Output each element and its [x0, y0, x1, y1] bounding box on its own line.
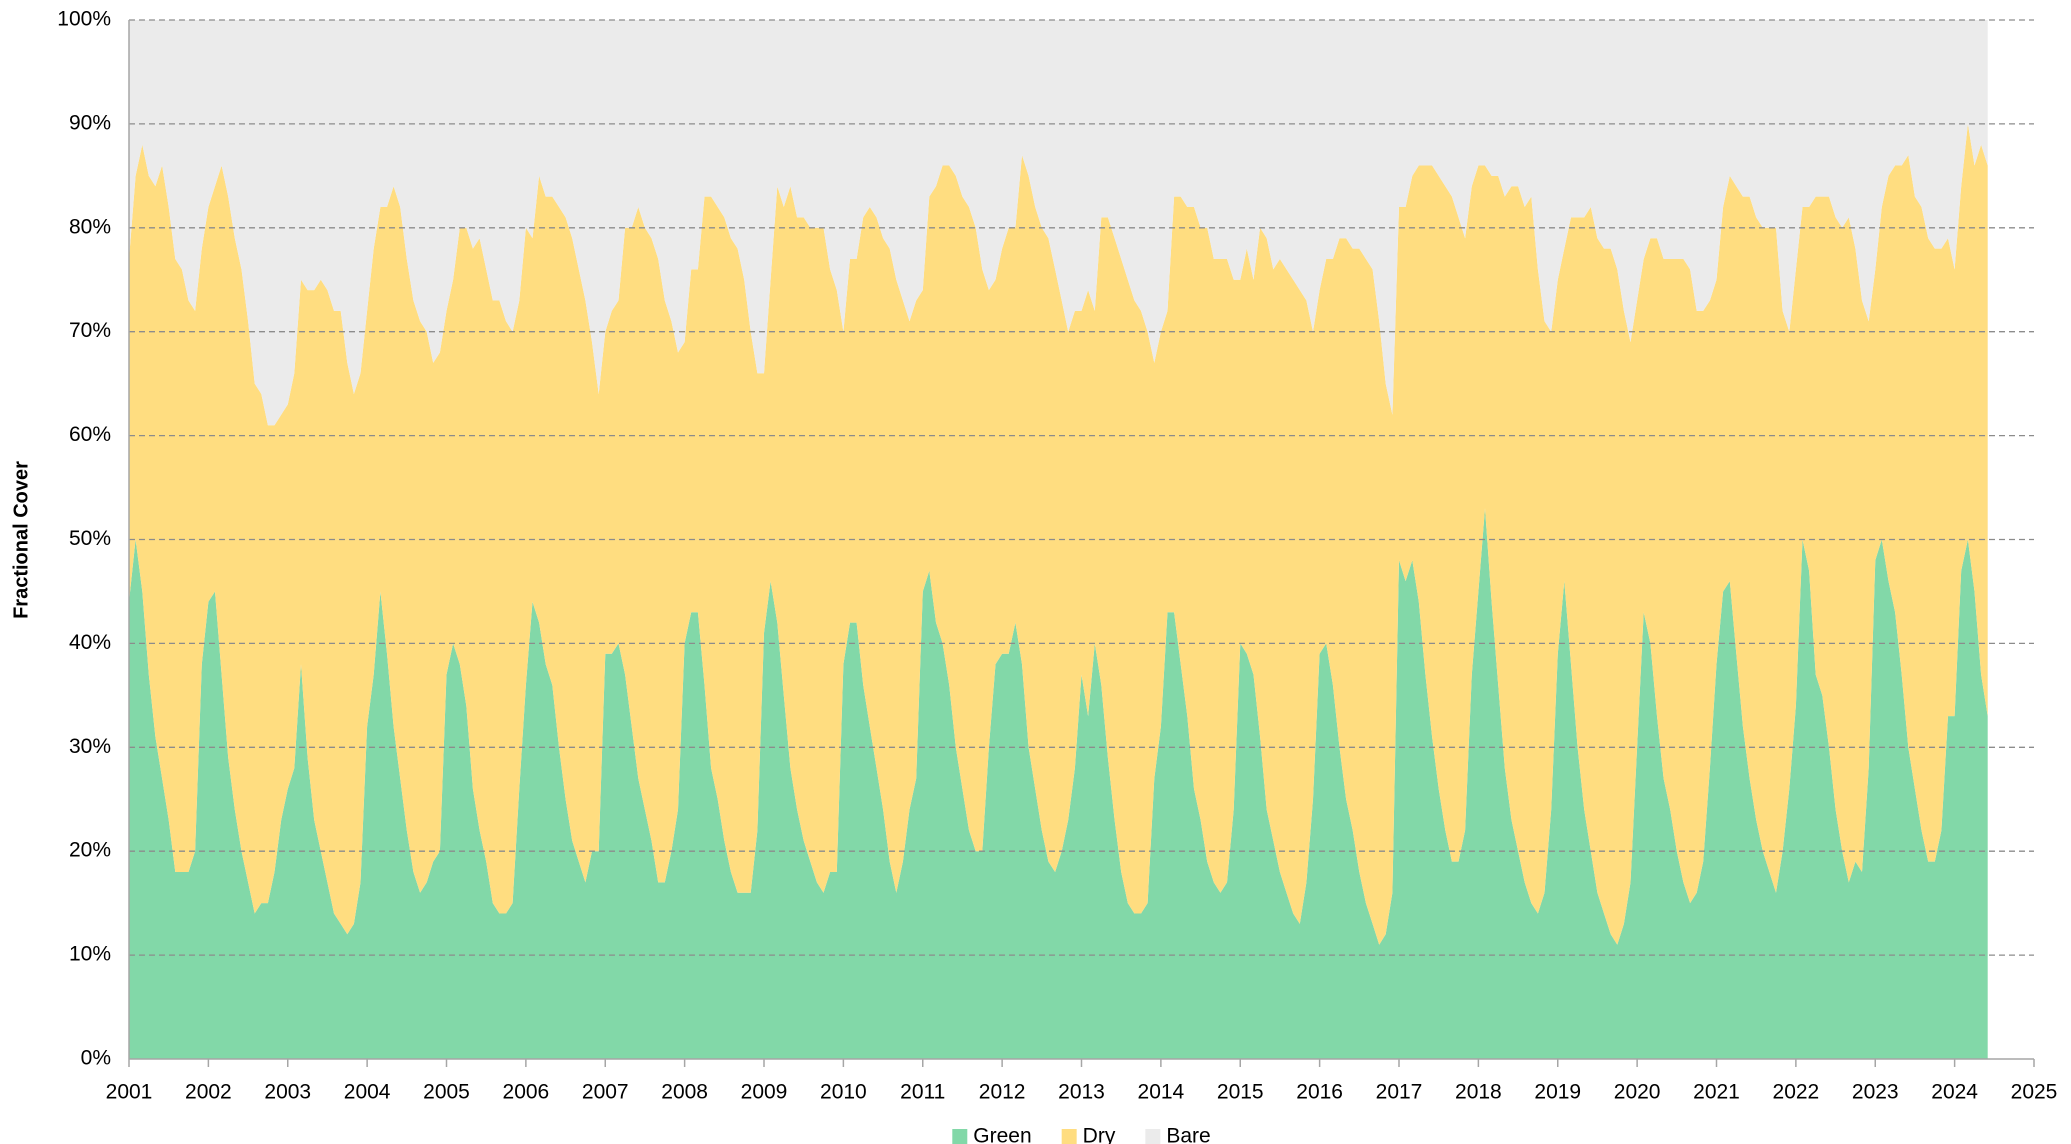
x-tick-label: 2015 — [1217, 1081, 1264, 1104]
y-tick-label: 10% — [69, 943, 111, 966]
x-tick-label: 2014 — [1138, 1081, 1185, 1104]
x-tick-label: 2021 — [1693, 1081, 1740, 1104]
legend-label: Green — [973, 1125, 1031, 1144]
x-tick-label: 2023 — [1852, 1081, 1899, 1104]
x-tick-label: 2005 — [423, 1081, 470, 1104]
y-tick-label: 20% — [69, 839, 111, 862]
y-tick-label: 90% — [69, 111, 111, 134]
x-tick-label: 2013 — [1058, 1081, 1105, 1104]
x-tick-label: 2009 — [741, 1081, 788, 1104]
y-tick-label: 30% — [69, 735, 111, 758]
y-tick-label: 70% — [69, 319, 111, 342]
x-tick-label: 2007 — [582, 1081, 629, 1104]
y-tick-label: 60% — [69, 423, 111, 446]
x-tick-label: 2004 — [344, 1081, 391, 1104]
x-tick-label: 2017 — [1376, 1081, 1423, 1104]
x-tick-label: 2008 — [661, 1081, 708, 1104]
area — [129, 123, 1988, 945]
legend-label: Bare — [1166, 1125, 1210, 1144]
x-tick-label: 2012 — [979, 1081, 1026, 1104]
y-tick-label: 0% — [81, 1047, 111, 1070]
y-tick-label: 100% — [57, 8, 111, 31]
y-tick-label: 40% — [69, 631, 111, 654]
x-tick-label: 2003 — [264, 1081, 311, 1104]
y-axis-label: Fractional Cover — [10, 461, 32, 619]
x-tick-label: 2002 — [185, 1081, 232, 1104]
legend-swatch — [952, 1129, 968, 1144]
x-tick-label: 2010 — [820, 1081, 867, 1104]
x-tick-label: 2006 — [503, 1081, 550, 1104]
x-tick-label: 2022 — [1773, 1081, 1820, 1104]
x-tick-label: 2001 — [106, 1081, 153, 1104]
x-tick-label: 2024 — [1931, 1081, 1978, 1104]
area — [129, 508, 1988, 1059]
legend-swatch — [1145, 1129, 1161, 1144]
x-tick-label: 2020 — [1614, 1081, 1661, 1104]
area — [129, 20, 1988, 426]
x-tick-label: 2025 — [2011, 1081, 2058, 1104]
x-tick-label: 2019 — [1534, 1081, 1581, 1104]
legend-swatch — [1061, 1129, 1077, 1144]
x-tick-label: 2011 — [900, 1081, 945, 1104]
y-tick-label: 50% — [69, 527, 111, 550]
x-tick-label: 2016 — [1296, 1081, 1343, 1104]
x-tick-label: 2018 — [1455, 1081, 1502, 1104]
y-tick-label: 80% — [69, 215, 111, 238]
legend-label: Dry — [1083, 1125, 1116, 1144]
